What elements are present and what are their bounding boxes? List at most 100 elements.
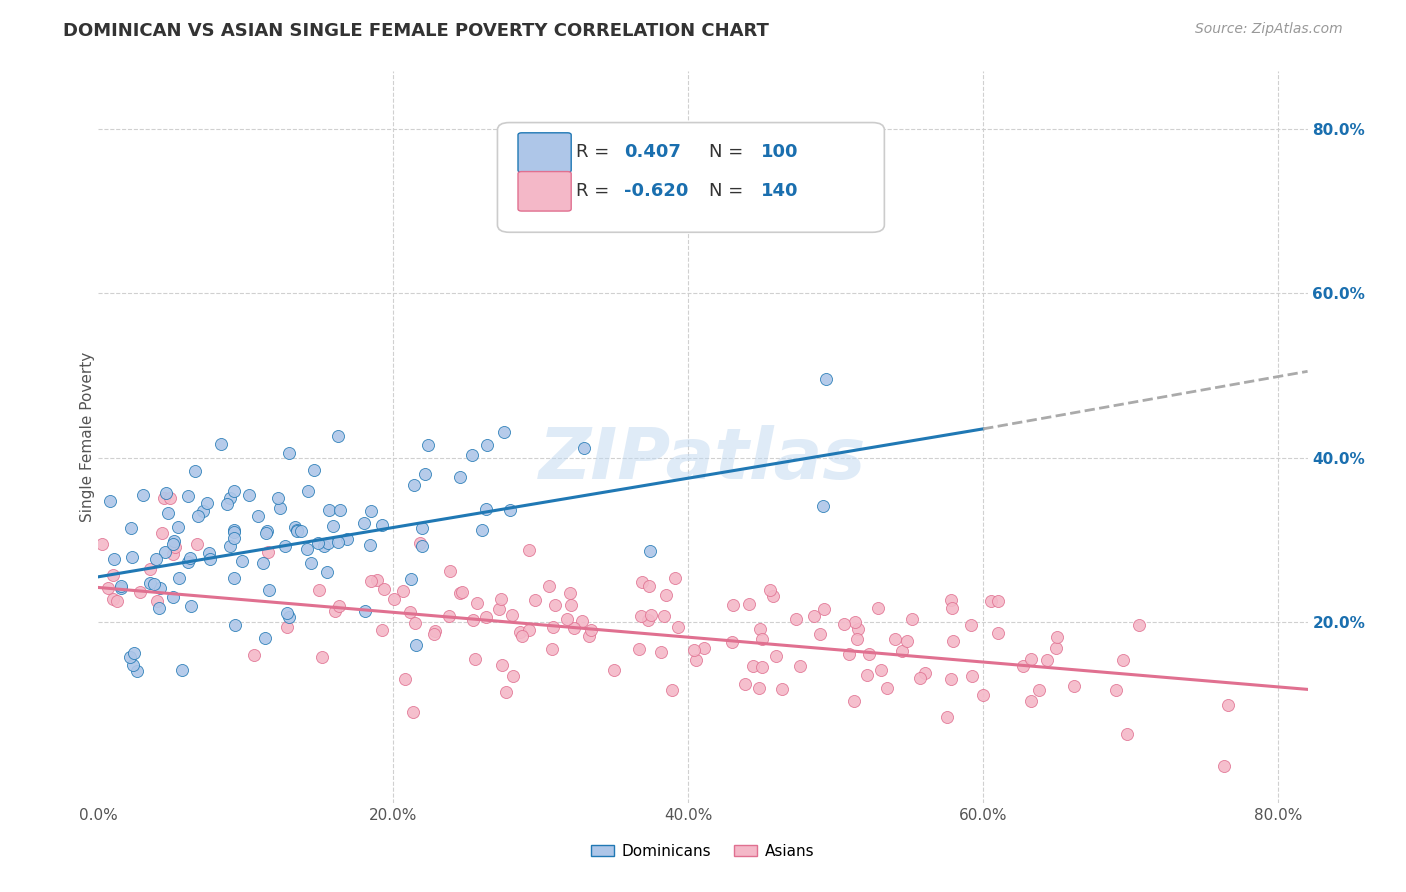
Point [122, 646, 145, 660]
Point [269, 501, 291, 516]
Point [464, 652, 486, 666]
Point [987, 594, 1010, 608]
Point [876, 681, 898, 696]
Point [231, 554, 253, 568]
Point [579, 624, 602, 638]
Point [222, 571, 245, 585]
Point [423, 627, 446, 641]
Point [328, 599, 350, 614]
Point [661, 683, 683, 698]
Point [238, 488, 260, 502]
Y-axis label: Single Female Poverty: Single Female Poverty [80, 352, 94, 522]
Point [785, 612, 807, 626]
Point [325, 603, 347, 617]
Point [759, 582, 782, 597]
Point [896, 633, 918, 648]
Point [935, 709, 957, 723]
Point [411, 539, 433, 553]
Point [219, 491, 242, 505]
Text: N =: N = [709, 143, 744, 161]
Point [408, 536, 430, 550]
Point [402, 478, 425, 492]
Point [1019, 652, 1042, 666]
Point [770, 682, 793, 697]
Point [217, 497, 239, 511]
Point [578, 629, 600, 643]
Point [502, 669, 524, 683]
Point [631, 575, 654, 590]
Point [162, 590, 184, 604]
Point [318, 503, 340, 517]
Point [97, 582, 120, 596]
Point [322, 519, 344, 533]
Point [517, 623, 540, 637]
FancyBboxPatch shape [517, 171, 571, 211]
Point [311, 649, 333, 664]
Point [299, 556, 322, 570]
Point [1116, 727, 1139, 741]
Point [475, 438, 498, 452]
Point [254, 526, 277, 541]
Point [842, 693, 865, 707]
Point [315, 566, 337, 580]
Text: 0.407: 0.407 [624, 143, 682, 161]
FancyBboxPatch shape [517, 133, 571, 172]
Point [685, 653, 707, 667]
Point [382, 591, 405, 606]
Point [682, 643, 704, 657]
Point [1036, 653, 1059, 667]
Point [423, 624, 446, 639]
Point [222, 531, 245, 545]
Point [1046, 631, 1069, 645]
Point [738, 597, 761, 611]
Point [1045, 641, 1067, 656]
Point [489, 592, 512, 607]
Point [139, 562, 162, 576]
Point [558, 586, 581, 600]
Point [159, 491, 181, 505]
Point [1128, 618, 1150, 632]
Text: DOMINICAN VS ASIAN SINGLE FEMALE POVERTY CORRELATION CHART: DOMINICAN VS ASIAN SINGLE FEMALE POVERTY… [63, 22, 769, 40]
Point [501, 608, 523, 623]
Point [884, 632, 907, 647]
Point [336, 532, 359, 546]
Point [219, 539, 242, 553]
Point [560, 598, 582, 612]
Point [814, 372, 837, 386]
Point [392, 584, 415, 599]
Point [254, 631, 277, 645]
Point [654, 608, 676, 623]
Point [870, 664, 893, 678]
Point [150, 525, 173, 540]
Point [627, 642, 650, 657]
Point [167, 571, 190, 585]
Point [143, 577, 166, 591]
Point [90, 537, 112, 551]
Text: N =: N = [709, 182, 744, 200]
Point [148, 600, 170, 615]
Point [866, 600, 889, 615]
Point [186, 537, 208, 551]
Point [404, 616, 426, 631]
Point [285, 523, 308, 537]
Point [146, 594, 169, 608]
Point [103, 592, 125, 607]
Point [209, 437, 232, 451]
Point [765, 648, 787, 663]
Point [1011, 658, 1033, 673]
Point [638, 544, 661, 558]
Point [120, 521, 142, 535]
Point [277, 446, 299, 460]
Point [224, 618, 246, 632]
Point [222, 484, 245, 499]
Point [858, 647, 880, 661]
Point [721, 635, 744, 649]
Point [939, 672, 962, 686]
Point [721, 598, 744, 612]
Point [939, 592, 962, 607]
Point [193, 504, 215, 518]
Point [98, 494, 121, 508]
Point [284, 520, 307, 534]
Point [1112, 653, 1135, 667]
Point [326, 535, 349, 549]
